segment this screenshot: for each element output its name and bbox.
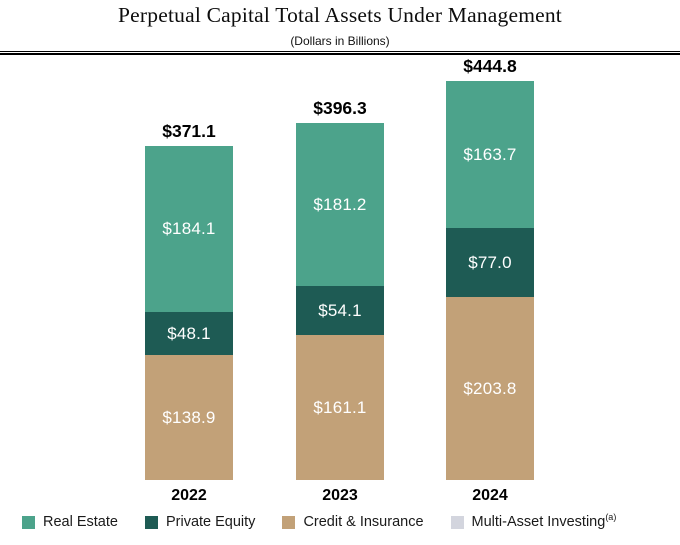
total-value-label: $396.3 [313, 98, 367, 118]
legend-item-credit-insurance: Credit & Insurance [282, 514, 424, 530]
bar-segment-private-equity: $48.1 [145, 312, 233, 355]
legend-item-real-estate: Real Estate [22, 514, 118, 530]
legend-footnote-marker: (a) [605, 512, 617, 523]
legend-label: Credit & Insurance [303, 514, 424, 530]
segment-value-label: $54.1 [318, 300, 362, 320]
segment-value-label: $203.8 [463, 378, 517, 398]
bar-group-2024: $444.8 $163.7 $77.0 $203.8 2024 [446, 56, 534, 504]
total-value-label: $371.1 [162, 121, 216, 141]
segment-value-label: $161.1 [313, 397, 367, 417]
header-divider [0, 51, 680, 55]
bar-segment-credit-insurance: $161.1 [296, 335, 384, 480]
segment-value-label: $48.1 [167, 323, 211, 343]
segment-value-label: $163.7 [463, 144, 517, 164]
legend-swatch-private-equity [144, 515, 158, 529]
total-value-label: $444.8 [463, 56, 517, 76]
x-axis-label-2022: 2022 [171, 487, 207, 504]
bar-segment-real-estate: $184.1 [145, 146, 233, 312]
x-axis-label-2023: 2023 [322, 487, 358, 504]
legend-label: Private Equity [165, 514, 256, 530]
bar-segment-real-estate: $181.2 [296, 123, 384, 286]
bar-segment-credit-insurance: $203.8 [446, 297, 534, 480]
bar-segment-credit-insurance: $138.9 [145, 355, 233, 480]
chart-subtitle: (Dollars in Billions) [290, 34, 390, 48]
legend-item-multi-asset-investing: Multi-Asset Investing(a) [450, 512, 617, 530]
legend-swatch-real-estate [22, 515, 35, 529]
bar-group-2023: $396.3 $181.2 $54.1 $161.1 2023 [296, 98, 384, 504]
chart-title: Perpetual Capital Total Assets Under Man… [118, 3, 562, 27]
bar-segment-private-equity: $77.0 [446, 228, 534, 297]
chart-legend: Real Estate Private Equity Credit & Insura… [22, 512, 617, 530]
legend-swatch-multi-asset-investing [450, 515, 464, 529]
legend-item-private-equity: Private Equity [144, 514, 256, 530]
segment-value-label: $184.1 [162, 219, 216, 238]
segment-value-label: $138.9 [162, 407, 216, 427]
legend-label: Real Estate [43, 514, 118, 530]
segment-value-label: $181.2 [313, 194, 367, 214]
legend-swatch-credit-insurance [282, 515, 296, 529]
bar-segment-private-equity: $54.1 [296, 286, 384, 335]
segment-value-label: $77.0 [468, 252, 512, 272]
bar-segment-real-estate: $163.7 [446, 81, 534, 228]
x-axis-label-2024: 2024 [472, 487, 508, 504]
bar-group-2022: $371.1 $184.1 $48.1 $138.9 2022 [145, 121, 233, 504]
legend-label: Multi-Asset Investing(a) [471, 512, 617, 530]
